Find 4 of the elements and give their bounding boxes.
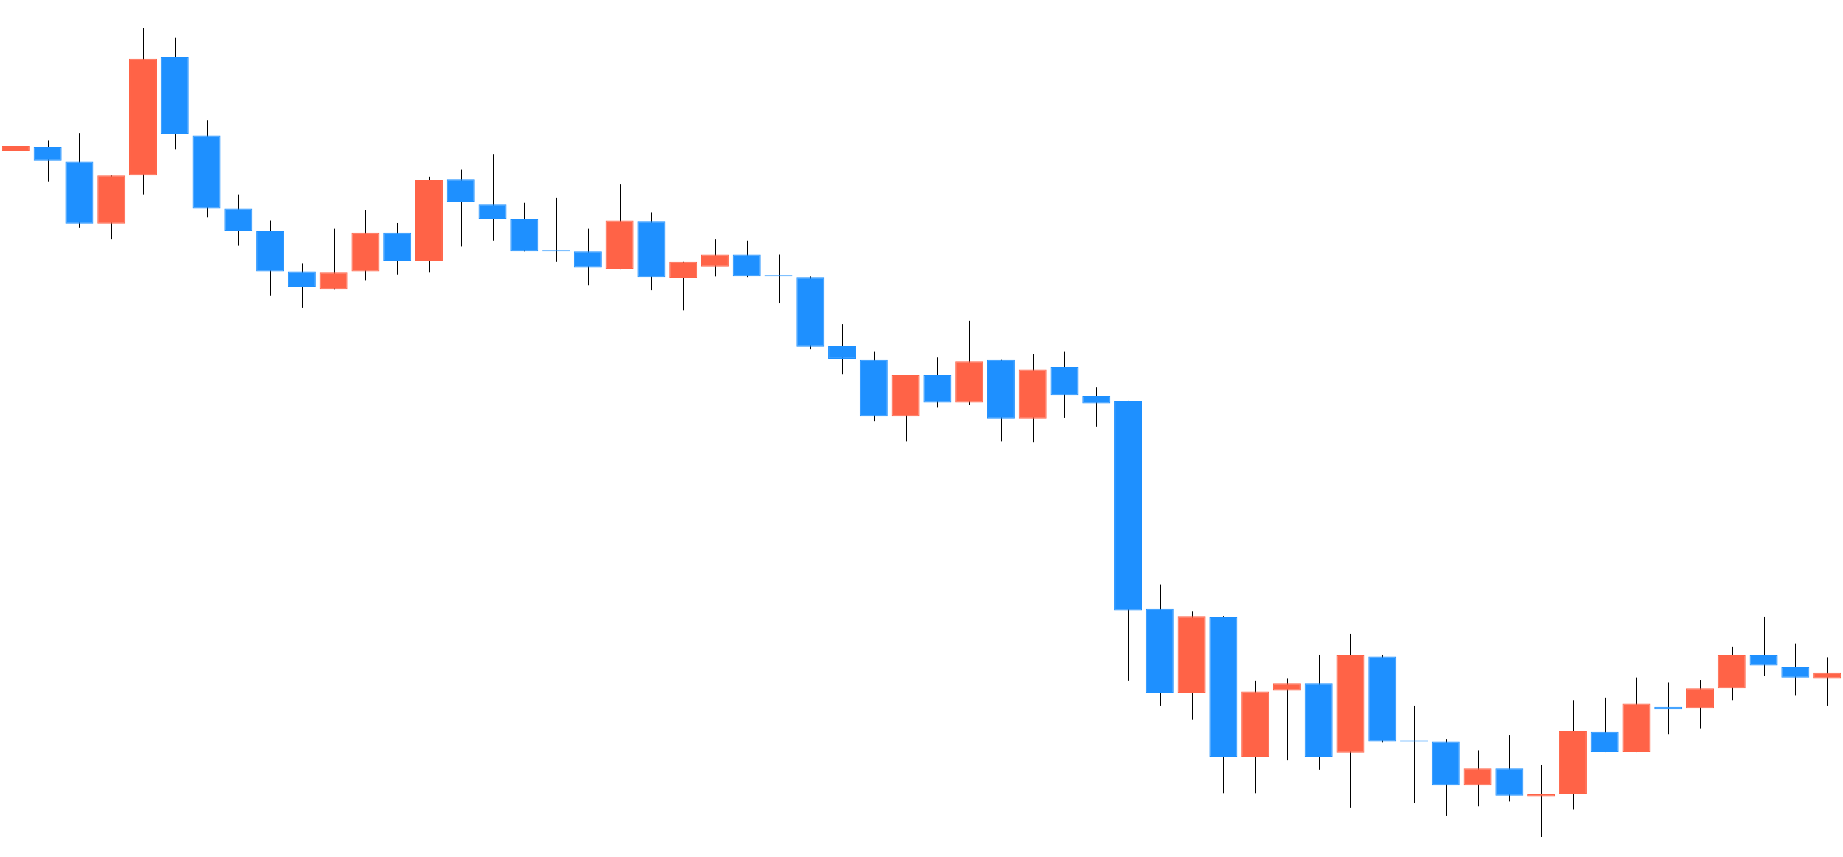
candlestick <box>1749 616 1778 677</box>
candlestick <box>1527 764 1556 838</box>
candlestick <box>1082 386 1111 428</box>
candlestick <box>1272 677 1301 761</box>
